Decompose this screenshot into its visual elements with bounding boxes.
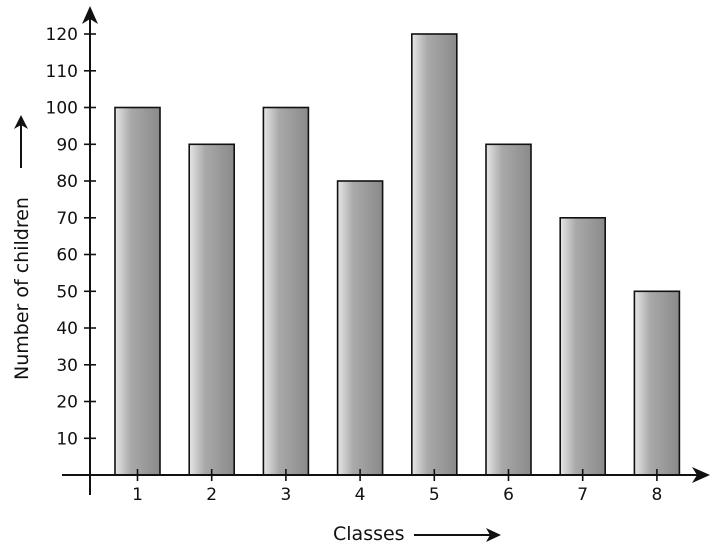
y-tick-label: 40: [56, 319, 78, 339]
y-tick-label: 60: [56, 246, 78, 266]
bars-group: [114, 33, 681, 476]
y-tick-label: 100: [46, 99, 78, 119]
y-tick-label: 90: [56, 135, 78, 155]
bar-class-2: [188, 143, 235, 476]
y-tick-label: 20: [56, 393, 78, 413]
x-tick-label: 3: [280, 485, 291, 505]
y-tick-label: 70: [56, 209, 78, 229]
x-axis-title: Classes: [333, 523, 405, 545]
bar-class-5: [410, 33, 458, 476]
bar-class-4: [336, 180, 384, 476]
x-ticks-group: 1 2 3 4 5 6 7 8: [132, 469, 662, 505]
x-tick-label: 1: [132, 485, 143, 505]
y-ticks-group: 10 20 30 40 50 60 70 80 90 100 110 120: [46, 25, 96, 449]
x-title-arrowhead: [486, 528, 501, 542]
y-axis-arrowhead: [82, 6, 98, 24]
y-tick-label: 80: [56, 172, 78, 192]
y-tick-label: 120: [46, 25, 78, 45]
y-tick-label: 10: [56, 429, 78, 449]
bar-class-8: [633, 290, 681, 476]
x-tick-label: 6: [503, 485, 514, 505]
y-axis-title: Number of children: [11, 197, 33, 380]
x-tick-label: 7: [577, 485, 588, 505]
x-tick-label: 4: [355, 485, 366, 505]
bar-class-1: [114, 106, 161, 476]
bar-class-6: [485, 143, 532, 476]
y-tick-label: 50: [56, 282, 78, 302]
y-title-arrowhead: [14, 115, 28, 129]
y-tick-label: 30: [56, 356, 78, 376]
x-axis-arrowhead: [692, 467, 710, 483]
x-tick-label: 8: [651, 485, 662, 505]
x-tick-label: 2: [206, 485, 217, 505]
bar-class-3: [262, 106, 310, 476]
x-tick-label: 5: [429, 485, 440, 505]
bar-class-7: [559, 217, 607, 476]
y-tick-label: 110: [46, 62, 78, 82]
